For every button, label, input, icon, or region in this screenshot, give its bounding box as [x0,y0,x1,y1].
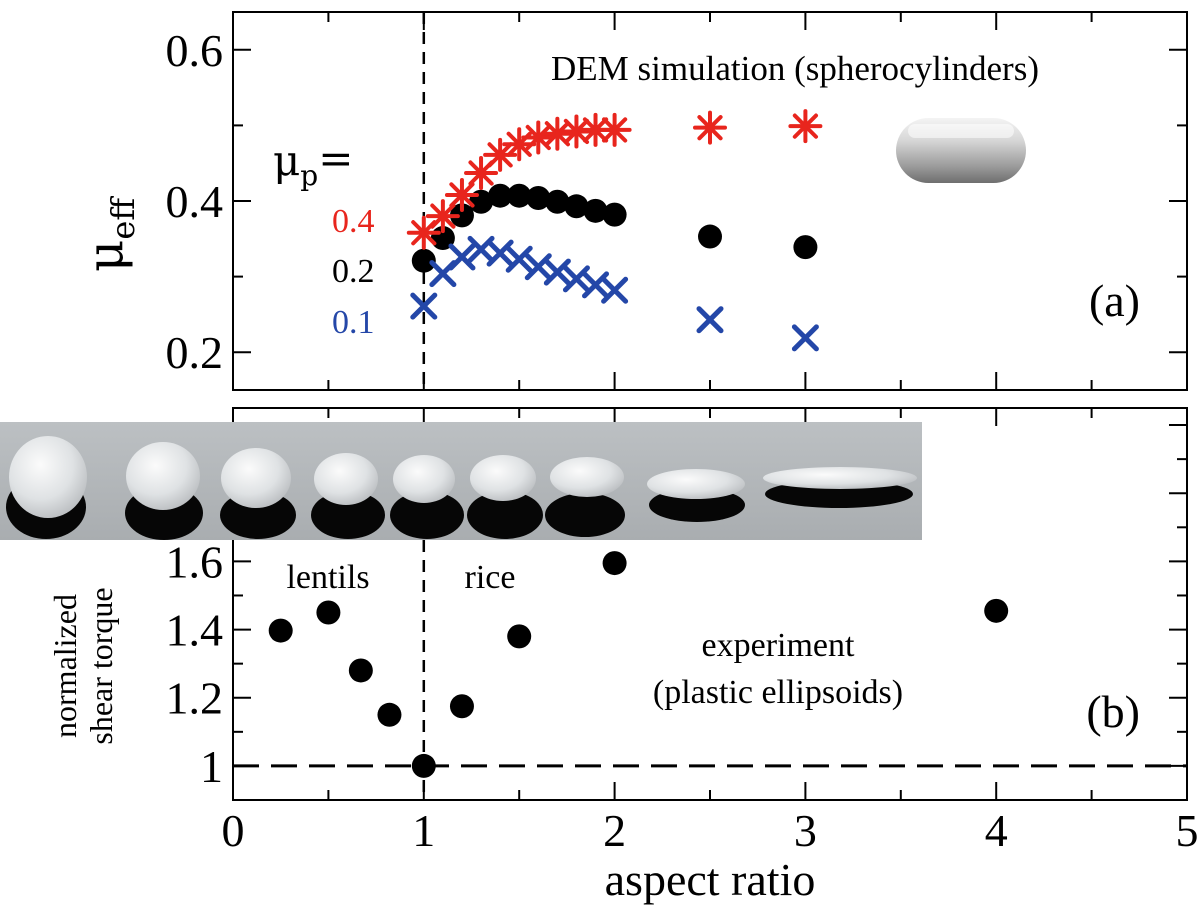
panel-b-ylabel-line1: normalized [47,594,83,738]
spherocylinder-icon [896,118,1026,183]
cross-stroke [505,245,533,273]
marker-mu-p-0.1 [791,324,819,352]
experiment-point [507,624,532,649]
marker-mu-p-0.1 [486,239,514,267]
marker-mu-p-0.1 [696,306,724,334]
marker-mu-p-0.4 [444,177,479,212]
asterisk-stroke [544,121,570,147]
asterisk-stroke [563,118,590,145]
asterisk-stroke [697,115,723,141]
cross-stroke [410,292,438,320]
xtick-label: 5 [1176,805,1199,856]
marker-mu-p-0.2 [411,248,436,273]
ytick-label: 0.2 [166,327,224,378]
marker-mu-p-0.2 [602,202,627,227]
marker-mu-p-0.2 [564,194,589,219]
panel-a-ytick-labels: 0.2 0.4 0.6 [166,25,224,378]
asterisk-stroke [582,117,609,143]
xtick-label: 4 [985,805,1008,856]
ytick-label: 1 [200,741,223,792]
marker-mu-p-0.4 [425,199,460,234]
experiment-point [984,598,1009,623]
cross-stroke [601,276,629,304]
ytick-label: 1.4 [166,605,224,656]
ytick-label: 1.6 [166,536,224,587]
panel-b-ylabel-line2: shear torque [83,587,119,744]
annotation-experiment: experiment [702,627,855,664]
marker-mu-p-0.2 [507,183,532,208]
marker-mu-p-0.2 [545,189,570,214]
experiment-point [449,694,474,719]
cross-stroke [448,243,476,271]
legend-title-suffix: = [318,134,353,183]
asterisk-stroke [792,113,819,139]
xtick-label: 2 [603,805,626,856]
cross-stroke [791,324,819,352]
marker-mu-p-0.2 [488,183,513,208]
xtick-label: 0 [222,805,245,856]
asterisk-stroke [487,142,513,168]
panel-b-series [268,551,1009,778]
legend-entry-0.4: 0.4 [332,203,375,240]
ytick-label: 1.2 [166,673,224,724]
marker-mu-p-0.1 [601,276,629,304]
marker-mu-p-0.1 [448,243,476,271]
panel-a-title: DEM simulation (spherocylinders) [551,49,1039,88]
cross-stroke [543,258,571,286]
x-axis-label: aspect ratio [605,854,816,905]
ellipsoids-photo [0,422,922,540]
marker-mu-p-0.4 [788,109,823,144]
marker-mu-p-0.2 [526,185,551,210]
marker-mu-p-0.4 [693,110,727,145]
panel-b-label: (b) [1086,686,1140,737]
marker-mu-p-0.2 [449,203,474,228]
xtick-label: 3 [794,805,817,856]
panel-a-label: (a) [1089,275,1140,326]
cross-stroke [696,306,724,334]
panel-a-y-ticks [233,48,1187,354]
xtick-label: 1 [412,805,435,856]
experiment-point [411,753,436,778]
marker-mu-p-0.2 [698,224,722,249]
panel-b: lentils rice experiment (plastic ellipso… [0,407,1199,905]
marker-mu-p-0.1 [562,265,590,293]
experiment-point [316,600,341,625]
marker-mu-p-0.1 [410,292,438,320]
asterisk-stroke [449,182,475,208]
ytick-label: 0.6 [166,25,224,76]
marker-mu-p-0.1 [543,258,571,286]
experiment-point [348,658,373,683]
label-rice: rice [465,559,516,596]
panel-b-ytick-labels: 1 1.2 1.4 1.6 [166,536,224,792]
marker-mu-p-0.4 [521,120,556,155]
panel-a-x-ticks [232,12,1188,390]
ytick-label: 0.4 [166,176,224,227]
legend-title: μp= [273,134,353,192]
marker-mu-p-0.1 [505,245,533,273]
panel-b-xtick-labels: 0 1 2 3 4 5 [222,805,1199,856]
panel-a-ylabel: μeff [76,196,142,272]
marker-mu-p-0.2 [583,198,608,223]
experiment-point [377,702,402,727]
legend-title-sub: p [300,159,318,192]
panel-a-series [406,109,823,352]
asterisk-stroke [525,124,551,151]
ellipsoid-beads [9,436,917,518]
asterisk-stroke [601,117,628,143]
panel-a-ylabel-main: μ [76,240,134,273]
experiment-point [268,618,293,643]
label-lentils: lentils [286,559,369,596]
legend-entry-0.1: 0.1 [332,304,375,341]
asterisk-stroke [430,203,456,229]
legend-title-main: μ [273,136,300,185]
marker-mu-p-0.4 [597,112,632,147]
legend-entry-0.2: 0.2 [332,253,375,290]
marker-mu-p-0.2 [793,235,818,260]
panel-a-ylabel-sub: eff [104,196,142,240]
panel-a: DEM simulation (spherocylinders) μeff μp… [76,11,1188,391]
annotation-plastic-ellipsoids: (plastic ellipsoids) [653,674,903,711]
experiment-point [602,551,627,576]
